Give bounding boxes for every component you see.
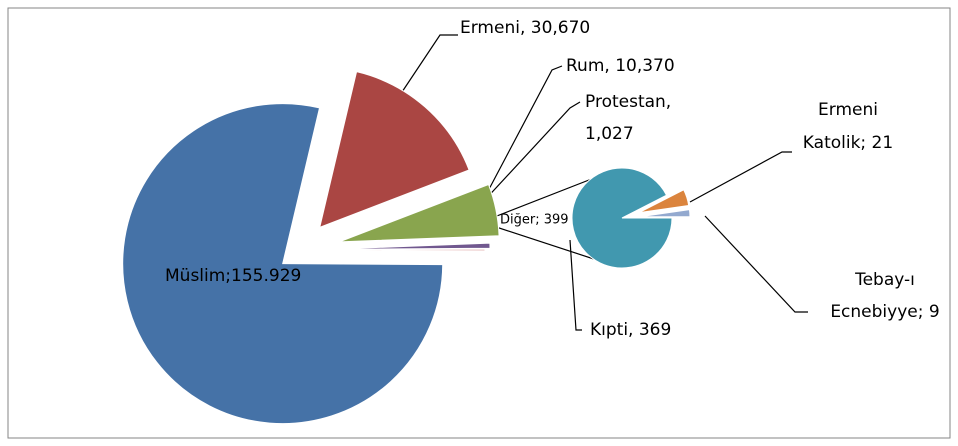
pie-slice [329, 242, 491, 250]
pie-slice [638, 189, 690, 214]
leader-line [569, 239, 582, 331]
leader-line [469, 101, 581, 217]
pie-slice [319, 71, 470, 229]
data-label: 1,027 [585, 124, 634, 144]
leader-line [689, 151, 792, 203]
pie-slice [571, 167, 673, 269]
data-label: Diğer; 399 [500, 213, 569, 228]
pie-slice [122, 103, 444, 425]
pie-slice [639, 209, 691, 218]
pie-slice [338, 183, 500, 243]
connector-line [483, 222, 607, 264]
data-label: Ermeni, 30,670 [460, 18, 590, 38]
leader-line [704, 215, 808, 313]
leader-line [477, 65, 563, 211]
data-label: Tebay-ı [854, 270, 915, 290]
data-label: Ermeni [818, 100, 878, 120]
data-label: Ecnebiyye; 9 [830, 302, 939, 322]
data-label: Rum, 10,370 [566, 56, 675, 76]
data-label: Kıpti, 369 [590, 320, 671, 340]
data-label: Protestan, [585, 92, 671, 112]
data-label: Katolik; 21 [803, 133, 893, 153]
data-label: Müslim;155.929 [165, 266, 301, 286]
pie-slice [324, 248, 486, 252]
